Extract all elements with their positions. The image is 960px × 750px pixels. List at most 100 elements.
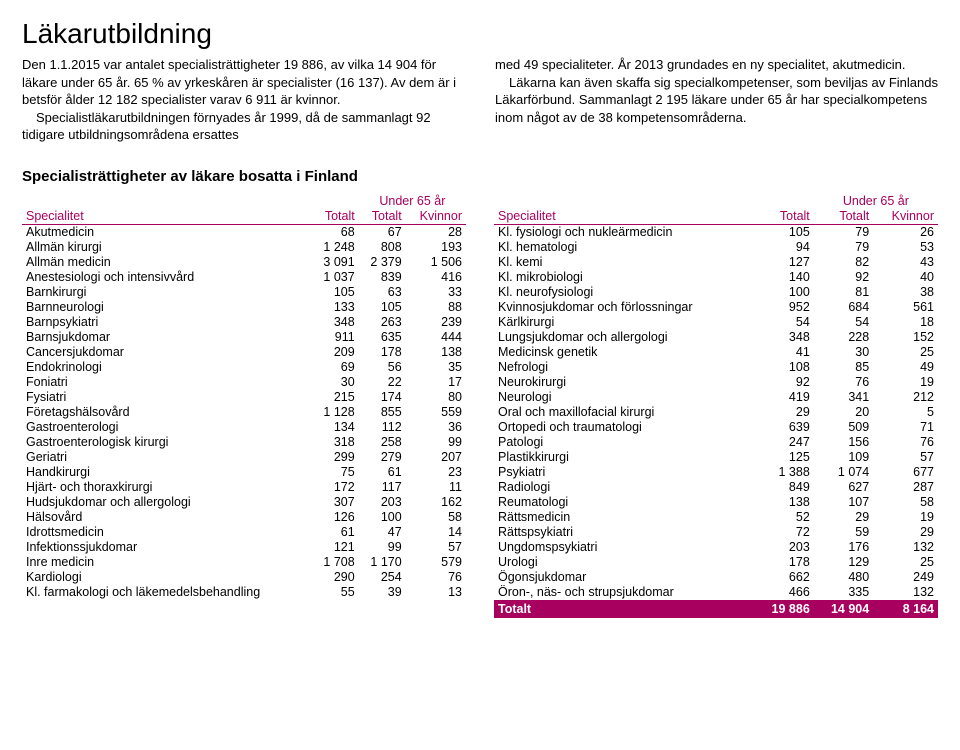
cell-under65: 1 170	[359, 555, 406, 570]
cell-under65: 30	[814, 345, 873, 360]
table-row: Idrottsmedicin614714	[22, 525, 466, 540]
cell-total: 3 091	[312, 255, 359, 270]
cell-under65: 627	[814, 480, 873, 495]
cell-under65: 178	[359, 345, 406, 360]
cell-name: Barnneurologi	[22, 300, 312, 315]
cell-women: 561	[873, 300, 938, 315]
cell-name: Cancersjukdomar	[22, 345, 312, 360]
cell-under65: 258	[359, 435, 406, 450]
cell-total: 203	[754, 540, 813, 555]
cell-total: 108	[754, 360, 813, 375]
cell-under65: 100	[359, 510, 406, 525]
cell-total: 30	[312, 375, 359, 390]
cell-under65: 54	[814, 315, 873, 330]
table-row: Företagshälsovård1 128855559	[22, 405, 466, 420]
cell-total: 178	[754, 555, 813, 570]
intro-right-p1: med 49 specialiteter. År 2013 grundades …	[495, 56, 938, 74]
cell-total: 662	[754, 570, 813, 585]
table-row: Öron-, näs- och strupsjukdomar466335132	[494, 585, 938, 600]
cell-women: 162	[406, 495, 466, 510]
cell-under65: 99	[359, 540, 406, 555]
cell-under65: 228	[814, 330, 873, 345]
cell-total: 121	[312, 540, 359, 555]
cell-women: 207	[406, 450, 466, 465]
table-row: Rättsmedicin522919	[494, 510, 938, 525]
table-row: Kl. fysiologi och nukleärmedicin1057926	[494, 224, 938, 240]
cell-total: 138	[754, 495, 813, 510]
table-row: Kl. neurofysiologi1008138	[494, 285, 938, 300]
intro-left-column: Den 1.1.2015 var antalet specialisträtti…	[22, 56, 465, 144]
cell-women: 49	[873, 360, 938, 375]
cell-under65: 480	[814, 570, 873, 585]
cell-total: 639	[754, 420, 813, 435]
cell-name: Gastroenterologi	[22, 420, 312, 435]
cell-name: Kvinnosjukdomar och förlossningar	[494, 300, 754, 315]
table-row: Geriatri299279207	[22, 450, 466, 465]
left-header-women: Kvinnor	[406, 208, 466, 225]
cell-under65: 176	[814, 540, 873, 555]
cell-under65: 174	[359, 390, 406, 405]
cell-name: Neurologi	[494, 390, 754, 405]
table-row: Foniatri302217	[22, 375, 466, 390]
cell-under65: 808	[359, 240, 406, 255]
cell-total: 75	[312, 465, 359, 480]
table-row: Fysiatri21517480	[22, 390, 466, 405]
table-row: Inre medicin1 7081 170579	[22, 555, 466, 570]
cell-total: 140	[754, 270, 813, 285]
cell-name: Radiologi	[494, 480, 754, 495]
cell-total: 299	[312, 450, 359, 465]
right-header-subtotal: Totalt	[814, 208, 873, 225]
cell-total: 466	[754, 585, 813, 600]
cell-under65: 509	[814, 420, 873, 435]
cell-under65: 76	[814, 375, 873, 390]
cell-women: 71	[873, 420, 938, 435]
cell-name: Oral och maxillofacial kirurgi	[494, 405, 754, 420]
cell-under65: 56	[359, 360, 406, 375]
cell-name: Företagshälsovård	[22, 405, 312, 420]
cell-name: Lungsjukdomar och allergologi	[494, 330, 754, 345]
table-row: Kardiologi29025476	[22, 570, 466, 585]
cell-name: Plastikkirurgi	[494, 450, 754, 465]
table-row: Hjärt- och thoraxkirurgi17211711	[22, 480, 466, 495]
cell-women: 138	[406, 345, 466, 360]
table-row: Ögonsjukdomar662480249	[494, 570, 938, 585]
cell-total: 290	[312, 570, 359, 585]
table-row: Allmän kirurgi1 248808193	[22, 240, 466, 255]
cell-total: 133	[312, 300, 359, 315]
table-row: Psykiatri1 3881 074677	[494, 465, 938, 480]
total-women: 8 164	[873, 600, 938, 618]
cell-name: Akutmedicin	[22, 224, 312, 240]
cell-under65: 63	[359, 285, 406, 300]
cell-name: Ögonsjukdomar	[494, 570, 754, 585]
cell-name: Kl. fysiologi och nukleärmedicin	[494, 224, 754, 240]
cell-total: 41	[754, 345, 813, 360]
cell-women: 444	[406, 330, 466, 345]
cell-women: 1 506	[406, 255, 466, 270]
cell-under65: 79	[814, 240, 873, 255]
intro-text: Den 1.1.2015 var antalet specialisträtti…	[22, 56, 938, 144]
cell-under65: 839	[359, 270, 406, 285]
cell-name: Reumatologi	[494, 495, 754, 510]
table-row: Infektionssjukdomar1219957	[22, 540, 466, 555]
cell-name: Urologi	[494, 555, 754, 570]
right-header-group: Under 65 år	[814, 193, 938, 208]
cell-total: 68	[312, 224, 359, 240]
left-table: Under 65 år Specialitet Totalt Totalt Kv…	[22, 193, 466, 600]
cell-women: 76	[873, 435, 938, 450]
cell-women: 579	[406, 555, 466, 570]
cell-under65: 59	[814, 525, 873, 540]
cell-total: 172	[312, 480, 359, 495]
table-row: Nefrologi1088549	[494, 360, 938, 375]
table-row: Hudsjukdomar och allergologi307203162	[22, 495, 466, 510]
right-header-spec: Specialitet	[494, 208, 754, 225]
cell-total: 952	[754, 300, 813, 315]
cell-women: 13	[406, 585, 466, 600]
cell-women: 57	[873, 450, 938, 465]
cell-total: 126	[312, 510, 359, 525]
cell-total: 127	[754, 255, 813, 270]
cell-total: 61	[312, 525, 359, 540]
table-row: Ungdomspsykiatri203176132	[494, 540, 938, 555]
table-row: Reumatologi13810758	[494, 495, 938, 510]
cell-name: Kl. kemi	[494, 255, 754, 270]
table-row: Gastroenterologisk kirurgi31825899	[22, 435, 466, 450]
